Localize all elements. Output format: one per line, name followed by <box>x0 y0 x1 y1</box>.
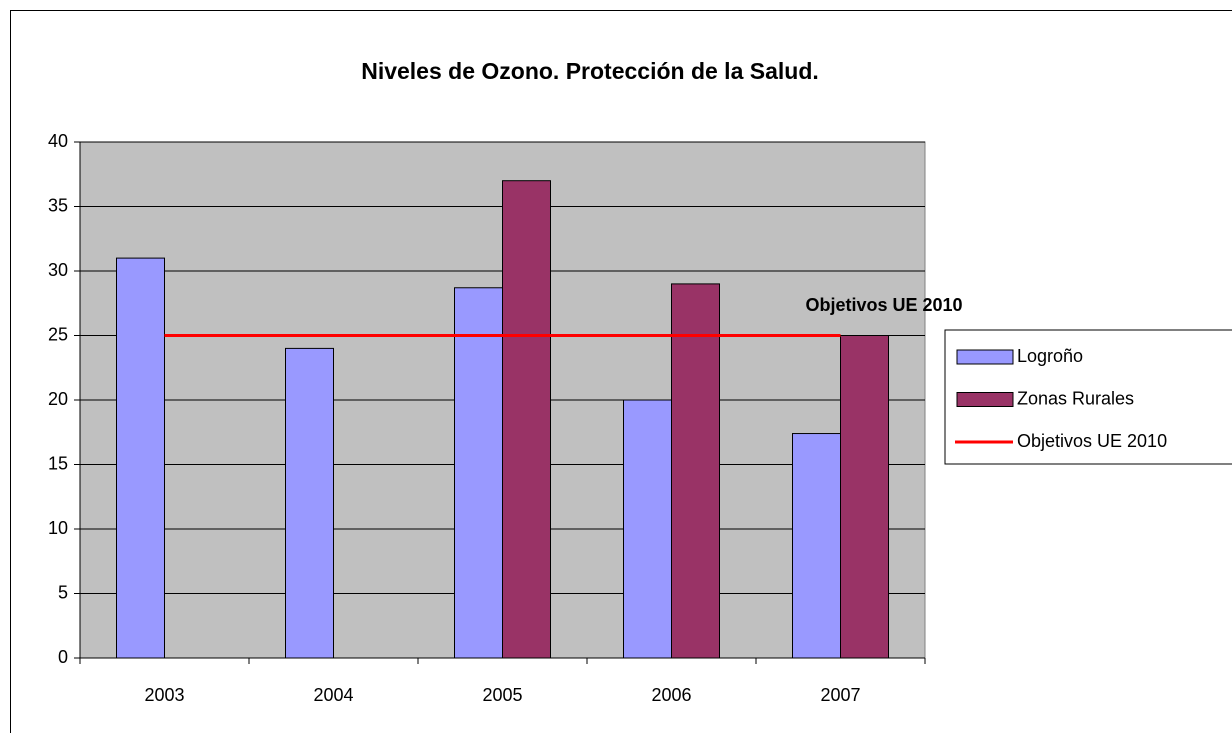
bar <box>792 433 841 659</box>
legend-swatch <box>956 349 1014 365</box>
x-tick-label: 2004 <box>313 685 353 705</box>
bar <box>502 180 551 659</box>
y-tick-label: 5 <box>58 582 68 602</box>
bar <box>285 347 334 659</box>
bar <box>623 399 672 659</box>
annotation: Objetivos UE 2010 <box>805 295 962 315</box>
bar <box>671 283 720 659</box>
bar <box>454 287 503 659</box>
legend-swatch <box>956 392 1014 407</box>
x-tick-label: 2005 <box>482 685 522 705</box>
x-tick-label: 2006 <box>651 685 691 705</box>
y-tick-label: 35 <box>48 195 68 215</box>
y-tick-label: 20 <box>48 389 68 409</box>
chart-title: Niveles de Ozono. Protección de la Salud… <box>361 58 819 84</box>
legend-label: Zonas Rurales <box>1017 388 1134 408</box>
y-tick-label: 30 <box>48 260 68 280</box>
legend-label: Objetivos UE 2010 <box>1017 431 1167 451</box>
y-tick-label: 25 <box>48 324 68 344</box>
y-tick-label: 10 <box>48 518 68 538</box>
y-tick-label: 40 <box>48 131 68 151</box>
bar <box>840 335 889 659</box>
legend-label: Logroño <box>1017 346 1083 366</box>
y-tick-label: 0 <box>58 647 68 667</box>
x-tick-label: 2007 <box>820 685 860 705</box>
x-tick-label: 2003 <box>144 685 184 705</box>
y-tick-label: 15 <box>48 453 68 473</box>
bar <box>116 257 165 659</box>
